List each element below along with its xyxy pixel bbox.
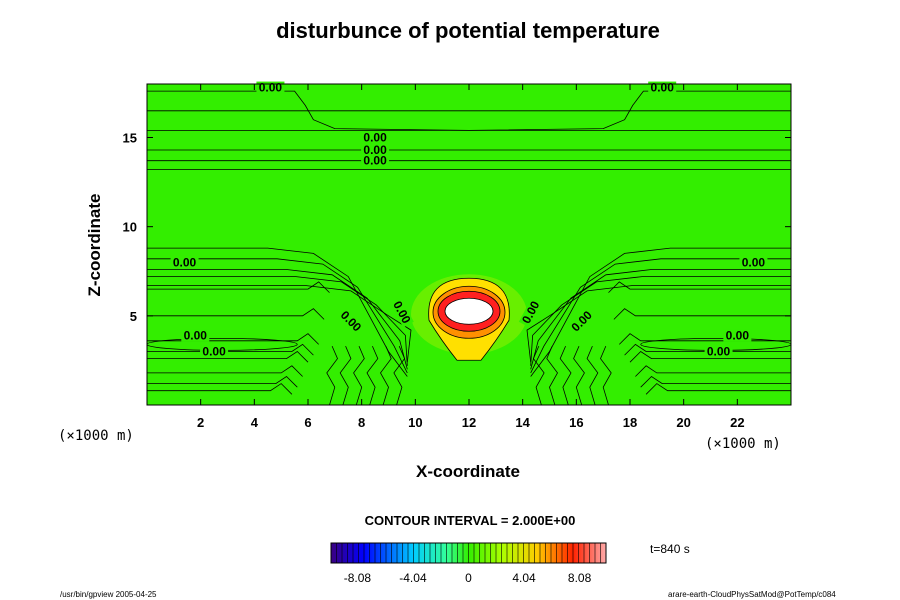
contour-line: [530, 269, 791, 370]
x-tick-label: 4: [251, 415, 259, 430]
contour-line: [380, 345, 392, 405]
colorbar-tick-label: 8.08: [568, 571, 592, 585]
footer-right: arare-earth-CloudPhysSatMod@PotTemp/c084: [668, 590, 836, 599]
contour-line: [640, 375, 791, 388]
y-axis: 5 10 15: [123, 131, 791, 324]
x-axis-title: X-coordinate: [416, 462, 520, 481]
x-tick-label: 10: [408, 415, 422, 430]
contour-line: [147, 281, 330, 293]
contour-line: [147, 375, 298, 388]
time-label: t=840 s: [650, 542, 690, 556]
footer-left: /usr/bin/gpview 2005-04-25: [60, 590, 157, 599]
contour-label: 0.00: [173, 255, 197, 269]
contour-label-bg: [361, 143, 390, 156]
anomaly-group: [411, 274, 527, 361]
contour-line: [326, 345, 338, 405]
colorbar-tick-label: -8.08: [344, 571, 372, 585]
contour-line: [530, 276, 791, 366]
contour-label-bg: [200, 345, 229, 358]
y-tick-label: 15: [123, 131, 137, 146]
contour-line: [147, 365, 303, 377]
contour-line: [619, 333, 791, 345]
chart-title: disturbunce of potential temperature: [276, 18, 660, 43]
contour-label: 0.00: [726, 328, 750, 342]
x-tick-label: 14: [515, 415, 530, 430]
colorbar-tick-label: -4.04: [399, 571, 427, 585]
x-tick-label: 8: [358, 415, 365, 430]
x-unit-label: (×1000 m): [705, 436, 781, 452]
colorbar: -8.08 -4.04 0 4.04 8.08: [330, 542, 607, 585]
contour-label-bg: [723, 329, 752, 342]
contour-label-bg: [648, 81, 677, 94]
contour-line: [147, 247, 408, 377]
y-tick-label: 10: [123, 220, 137, 235]
contour-label: 0.00: [651, 81, 675, 95]
contour-line: [147, 285, 412, 363]
contour-line: [635, 365, 791, 377]
contour-label-bg: [256, 81, 285, 94]
contour-label-bg: [518, 297, 543, 328]
contour-label-bg: [390, 297, 414, 328]
contour-line: [586, 345, 599, 405]
contour-line: [147, 333, 319, 345]
contour-line: [573, 345, 585, 405]
x-tick-label: 2: [197, 415, 204, 430]
contour-line: [629, 350, 791, 363]
y-tick-label: 5: [130, 309, 137, 324]
contour-label: 0.00: [363, 131, 387, 145]
contour-line: [147, 350, 309, 363]
contour-line: [645, 383, 791, 395]
contour-line: [147, 308, 325, 320]
colorbar-tick-label: 4.04: [512, 571, 536, 585]
colorbar-tick-label: 0: [465, 571, 472, 585]
y-unit-label: (×1000 m): [58, 428, 134, 444]
contour-line: [339, 345, 352, 405]
contour-line: [366, 345, 379, 405]
contour-line: [530, 247, 791, 377]
contour-label-bg: [739, 256, 768, 269]
x-tick-label: 6: [304, 415, 311, 430]
plot-area: 0.00 0.000.000.000.000.00 0.000.00 0.000.00…: [146, 81, 792, 406]
contour-line: [600, 345, 612, 405]
contour-line: [530, 258, 791, 374]
contour-label-bg: [361, 131, 390, 144]
contour-label: 0.00: [363, 154, 387, 168]
contour-label: 0.00: [707, 345, 731, 359]
contour-label: 0.00: [363, 143, 387, 157]
x-tick-label: 18: [623, 415, 637, 430]
x-tick-label: 20: [676, 415, 690, 430]
contour-label-bg: [181, 329, 210, 342]
contour-interval: CONTOUR INTERVAL = 2.000E+00: [365, 513, 576, 528]
contour-label-bg: [170, 256, 199, 269]
contour-line: [613, 308, 791, 320]
contour-line: [608, 281, 791, 293]
contour-line: [532, 345, 545, 405]
contour-label: 0.00: [202, 345, 226, 359]
contour-line: [526, 285, 791, 363]
contour-label-bg: [567, 307, 596, 336]
contour-line: [147, 90, 791, 131]
contour-label: 0.00: [184, 328, 208, 342]
x-tick-label: 12: [462, 415, 476, 430]
x-tick-label: 22: [730, 415, 744, 430]
y-axis-title: Z-coordinate: [85, 194, 104, 297]
contour-line: [353, 345, 365, 405]
contour-line: [147, 269, 408, 370]
contour-label-bg: [704, 345, 733, 358]
contour-line: [147, 258, 408, 374]
contour-line: [559, 345, 572, 405]
contour-label-bg: [361, 154, 390, 167]
contour-label: 0.00: [259, 81, 283, 95]
anomaly-core: [444, 297, 494, 325]
contour-label-bg: [336, 307, 366, 336]
x-tick-label: 16: [569, 415, 583, 430]
x-axis: 2 4 6 8 10 12 14 16 18 20 22: [197, 84, 745, 430]
contour-line: [147, 276, 408, 366]
contour-line: [546, 345, 558, 405]
contour-line: [393, 345, 406, 405]
contour-line: [147, 383, 293, 395]
contour-label: 0.00: [742, 255, 766, 269]
